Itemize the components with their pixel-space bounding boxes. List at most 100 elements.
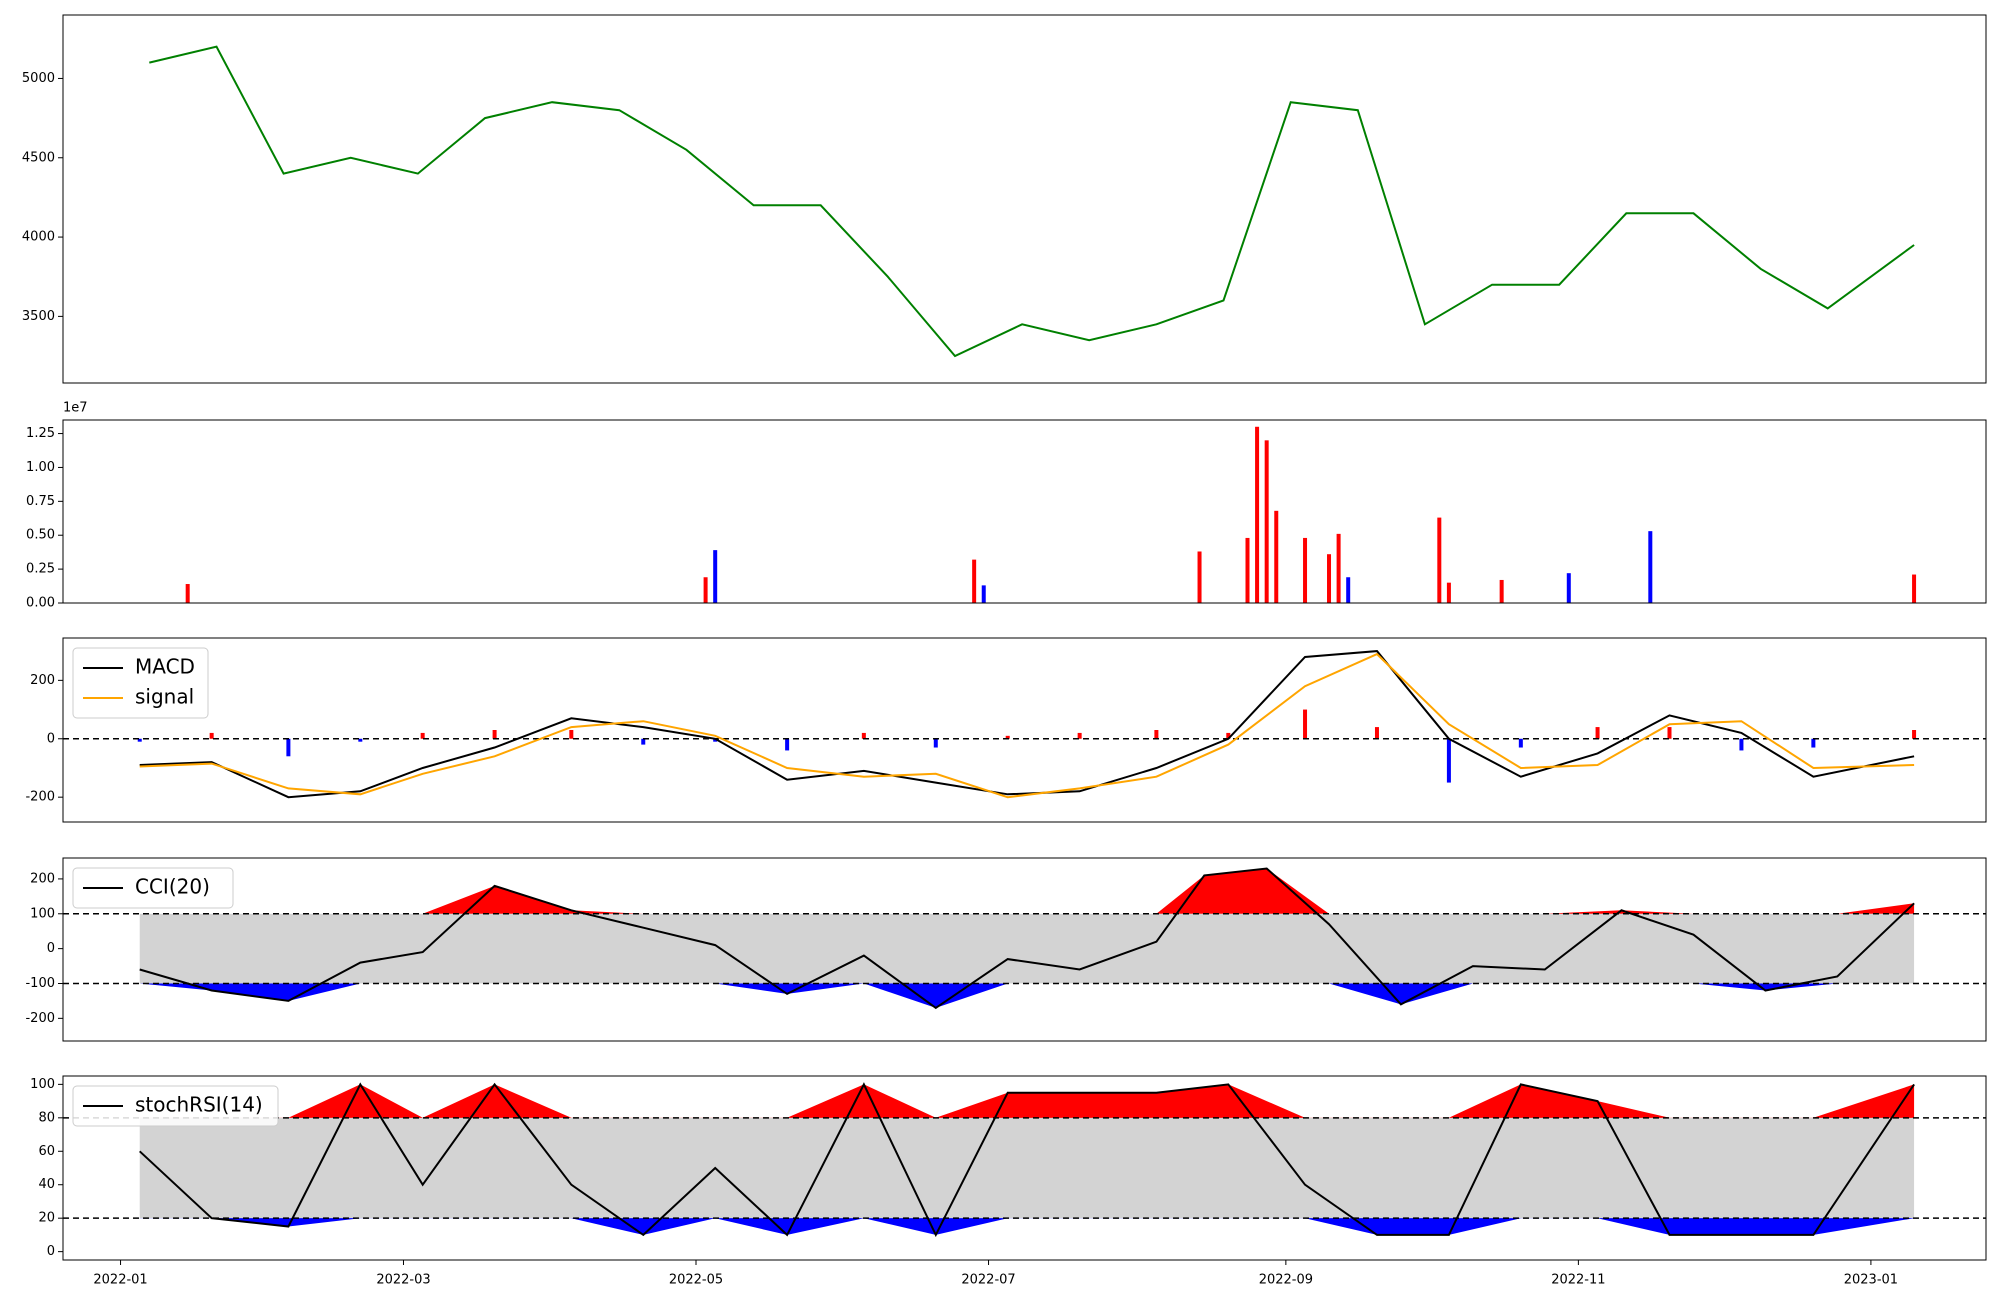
macd-histogram-bar xyxy=(933,738,938,748)
volume-bar xyxy=(1255,426,1260,603)
cci-ytick-label: 200 xyxy=(30,871,55,886)
volume-bar xyxy=(1274,510,1279,603)
cci-ytick-label: -200 xyxy=(25,1011,55,1026)
stochrsi-ytick-label: 60 xyxy=(38,1144,55,1159)
volume-bar xyxy=(972,559,977,603)
stochrsi-panel xyxy=(58,1075,1987,1261)
cci-ytick-label: -100 xyxy=(25,976,55,991)
price-ytick-label: 3500 xyxy=(22,309,55,324)
macd-histogram-bar xyxy=(1374,727,1379,739)
x-tick-label: 2022-03 xyxy=(376,1273,430,1288)
stochrsi-ytick-label: 0 xyxy=(47,1244,55,1259)
cci-band xyxy=(139,913,1915,984)
macd-histogram-bar xyxy=(358,738,363,742)
stochrsi-ytick-label: 40 xyxy=(38,1177,55,1192)
macd-histogram-bar xyxy=(1303,709,1308,739)
volume-bar xyxy=(1336,533,1341,603)
macd-histogram-bar xyxy=(861,732,866,739)
volume-bar xyxy=(1327,554,1332,603)
cci-ytick-label: 100 xyxy=(30,906,55,921)
volume-bar xyxy=(1566,573,1571,603)
stochrsi-line xyxy=(139,1082,1915,1238)
macd-ytick-label: 200 xyxy=(30,673,55,688)
volume-frame xyxy=(62,419,1987,604)
macd-histogram-bar xyxy=(1811,738,1816,748)
stochrsi-ytick-label: 80 xyxy=(38,1110,55,1125)
volume-bar xyxy=(1264,440,1269,603)
macd-histogram-bar xyxy=(1739,738,1744,751)
macd-histogram-bar xyxy=(1912,730,1917,739)
macd-histogram-bar xyxy=(1005,735,1010,739)
volume-bar xyxy=(1912,574,1917,603)
stochrsi-legend xyxy=(72,1085,279,1127)
macd-ytick-label: -200 xyxy=(25,790,55,805)
volume-bar xyxy=(1499,579,1504,603)
volume-ytick-label: 0.50 xyxy=(26,528,55,543)
macd-histogram-bar xyxy=(420,732,425,739)
x-tick-label: 2022-01 xyxy=(93,1273,147,1288)
cci-frame xyxy=(62,857,1987,1042)
stochrsi-oversold-fill xyxy=(139,1218,1915,1235)
macd-histogram-bar xyxy=(713,738,718,742)
stochrsi-ytick-label: 100 xyxy=(30,1077,55,1092)
cci-panel xyxy=(58,857,1987,1042)
price-line xyxy=(149,45,1915,358)
macd-frame xyxy=(62,637,1987,823)
volume-bar xyxy=(1245,537,1250,603)
volume-bar xyxy=(981,585,986,603)
macd-histogram-bar xyxy=(492,730,497,739)
volume-ytick-label: 0.75 xyxy=(26,494,55,509)
macd-histogram-bar xyxy=(1077,732,1082,739)
macd-histogram-bar xyxy=(1595,727,1600,739)
volume-panel xyxy=(58,419,1987,604)
cci-overbought-fill xyxy=(139,868,1915,914)
price-ytick-label: 5000 xyxy=(22,71,55,86)
cci-legend xyxy=(72,867,234,909)
stochrsi-ytick-label: 20 xyxy=(38,1211,55,1226)
macd-histogram-bar xyxy=(1518,738,1523,748)
macd-legend xyxy=(72,647,209,719)
macd-panel xyxy=(58,637,1987,823)
macd-legend-label: MACD xyxy=(135,655,195,679)
cci-ytick-label: 0 xyxy=(47,941,55,956)
volume-bar xyxy=(1648,531,1653,603)
cci-oversold-fill xyxy=(139,983,1915,1008)
macd-histogram-bar xyxy=(1226,732,1231,739)
stochrsi-band xyxy=(139,1117,1915,1219)
volume-bar xyxy=(1303,537,1308,603)
macd-histogram-bar xyxy=(137,738,142,742)
volume-bar xyxy=(185,584,190,603)
price-panel xyxy=(58,14,1987,384)
macd-histogram-bar xyxy=(209,732,214,739)
macd-histogram-bar xyxy=(641,738,646,745)
stochrsi-overbought-fill xyxy=(139,1084,1915,1118)
macd-histogram-bar xyxy=(569,730,574,739)
x-tick-label: 2022-09 xyxy=(1259,1273,1313,1288)
volume-offset-label: 1e7 xyxy=(63,401,88,416)
volume-bar xyxy=(703,577,708,603)
volume-bar xyxy=(1346,577,1351,603)
macd-histogram-bar xyxy=(1446,738,1451,783)
macd-histogram-bar xyxy=(1154,730,1159,739)
macd-legend-label: signal xyxy=(135,685,194,709)
volume-ytick-label: 1.25 xyxy=(26,426,55,441)
x-tick-label: 2022-11 xyxy=(1551,1273,1605,1288)
price-ytick-label: 4500 xyxy=(22,150,55,165)
x-tick-label: 2023-01 xyxy=(1844,1273,1898,1288)
macd-histogram-bar xyxy=(286,738,291,757)
volume-ytick-label: 0.00 xyxy=(26,596,55,611)
macd-series-1 xyxy=(139,652,1915,799)
price-frame xyxy=(62,14,1987,384)
volume-bar xyxy=(1437,517,1442,603)
volume-bar xyxy=(1446,582,1451,603)
volume-bar xyxy=(713,550,718,603)
macd-histogram-bar xyxy=(1667,727,1672,739)
price-ytick-label: 4000 xyxy=(22,230,55,245)
volume-bar xyxy=(1197,551,1202,603)
cci-line xyxy=(139,867,1915,1010)
stochrsi-legend-label: stochRSI(14) xyxy=(135,1093,263,1117)
macd-series-0 xyxy=(139,650,1915,799)
x-tick-label: 2022-07 xyxy=(961,1273,1015,1288)
